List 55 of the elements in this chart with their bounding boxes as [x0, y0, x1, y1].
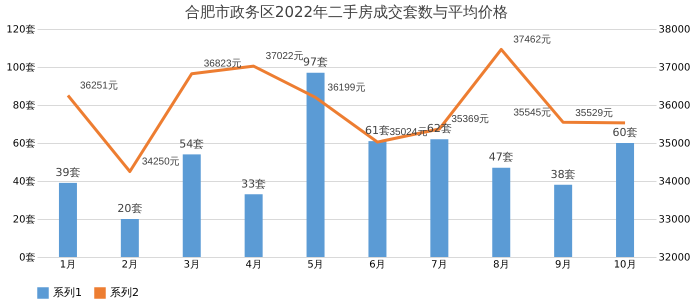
data-label: 36199元 [328, 82, 366, 94]
y2-tick-label: 37000 [658, 62, 690, 74]
data-label: 61套 [364, 124, 390, 138]
y2-tick-label: 33000 [658, 214, 690, 226]
data-label: 54套 [179, 137, 204, 150]
data-label: 33套 [241, 177, 266, 190]
x-tick-label: 8月 [493, 260, 510, 270]
data-label: 35529元 [575, 108, 614, 119]
x-tick-label: 10月 [614, 260, 636, 270]
data-label: 60套 [612, 126, 638, 139]
bar [182, 154, 201, 257]
bar [306, 72, 325, 257]
x-tick-label: 2月 [122, 260, 138, 270]
y-tick-label: 120套 [6, 24, 36, 36]
y-tick-label: 60套 [12, 138, 36, 150]
data-label: 37022元 [266, 51, 304, 62]
x-tick-label: 3月 [184, 260, 200, 270]
y-tick-label: 20套 [12, 214, 36, 226]
data-label: 36823元 [204, 58, 242, 70]
y-tick-label: 40套 [12, 176, 36, 188]
legend-label: 系列2 [110, 286, 139, 299]
y-tick-label: 0套 [19, 252, 36, 264]
bar [244, 194, 263, 257]
x-tick-label: 6月 [369, 260, 386, 270]
x-tick-label: 7月 [431, 260, 448, 270]
bar [554, 184, 572, 257]
y-tick-label: 80套 [12, 100, 36, 112]
x-tick-label: 9月 [554, 260, 572, 270]
bar [430, 139, 448, 257]
bar [616, 143, 634, 257]
bar [120, 219, 139, 257]
data-label: 36251元 [80, 80, 118, 92]
legend-label: 系列1 [53, 286, 82, 299]
data-label: 47套 [488, 150, 514, 164]
data-label: 35545元 [513, 107, 552, 118]
bar [58, 182, 77, 257]
bar [368, 141, 386, 257]
bar [492, 168, 510, 257]
data-label: 97套 [303, 56, 328, 69]
data-label: 34250元 [142, 156, 180, 168]
x-tick-label: 5月 [307, 260, 324, 270]
y2-tick-label: 34000 [658, 176, 690, 188]
y2-tick-label: 36000 [658, 100, 690, 112]
y2-tick-label: 32000 [658, 252, 690, 264]
data-label: 35369元 [451, 114, 490, 125]
data-label: 39套 [55, 166, 80, 179]
data-label: 37462元 [513, 34, 552, 46]
data-label: 38套 [550, 168, 576, 181]
x-tick-label: 1月 [60, 260, 76, 270]
y-tick-label: 100套 [6, 62, 36, 74]
data-label: 20套 [117, 202, 142, 215]
y2-tick-label: 38000 [658, 24, 690, 36]
x-tick-label: 4月 [245, 260, 262, 270]
chart-title: 合肥市政务区2022年二手房成交套数与平均价格 [184, 3, 508, 21]
y2-tick-label: 35000 [658, 138, 690, 150]
